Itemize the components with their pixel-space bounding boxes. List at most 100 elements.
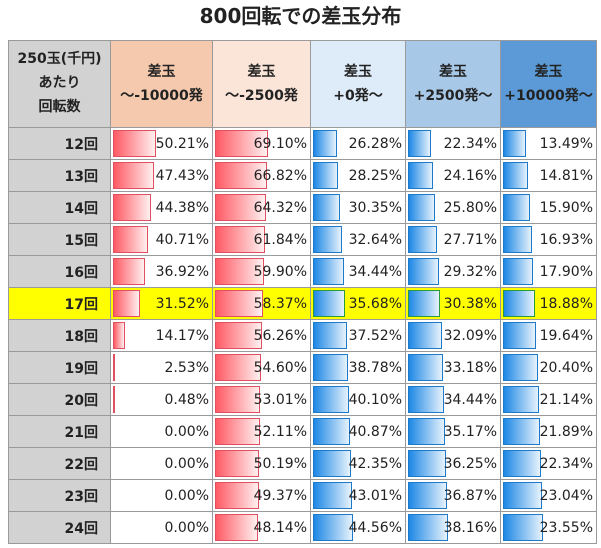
value-cell: 26.28%: [310, 127, 406, 160]
column-header-line2: ～-10000発: [120, 88, 203, 104]
value-text: 40.71%: [155, 231, 209, 248]
value-cell: 16.93%: [500, 223, 597, 256]
value-text: 27.71%: [443, 231, 497, 248]
row-label: 13回: [8, 159, 111, 192]
data-bar: [408, 354, 443, 381]
value-text: 21.89%: [539, 423, 593, 440]
value-cell: 0.00%: [110, 479, 213, 512]
value-text: 18.88%: [539, 295, 593, 312]
value-cell: 43.01%: [310, 479, 406, 512]
data-bar: [408, 482, 447, 509]
value-cell: 69.10%: [212, 127, 311, 160]
value-cell: 24.16%: [405, 159, 501, 192]
value-cell: 53.01%: [212, 383, 311, 416]
value-cell: 0.00%: [110, 511, 213, 544]
value-cell: 14.17%: [110, 319, 213, 352]
value-text: 24.16%: [443, 167, 497, 184]
value-cell: 61.84%: [212, 223, 311, 256]
data-bar: [503, 514, 543, 541]
data-bar: [313, 418, 350, 445]
value-text: 44.38%: [155, 199, 209, 216]
value-text: 23.04%: [539, 487, 593, 504]
data-bar: [313, 194, 341, 221]
value-cell: 52.11%: [212, 415, 311, 448]
data-bar: [503, 162, 529, 189]
column-header-line2: +10000発～: [504, 88, 593, 104]
value-text: 25.80%: [443, 199, 497, 216]
data-bar: [215, 354, 262, 381]
value-cell: 38.16%: [405, 511, 501, 544]
column-header-line1: 差玉: [247, 64, 276, 80]
value-cell: 36.25%: [405, 447, 501, 480]
table-row: 14回 44.38% 64.32% 30.35% 25.80% 15.90%: [8, 191, 597, 224]
data-bar: [313, 162, 339, 189]
value-cell: 38.78%: [310, 351, 406, 384]
value-cell: 0.00%: [110, 415, 213, 448]
row-label: 14回: [8, 191, 111, 224]
value-text: 23.55%: [539, 519, 593, 536]
value-text: 16.93%: [539, 231, 593, 248]
row-label: 15回: [8, 223, 111, 256]
value-text: 56.26%: [253, 327, 307, 344]
value-text: 42.35%: [348, 455, 402, 472]
value-text: 20.40%: [539, 359, 593, 376]
value-text: 32.64%: [348, 231, 402, 248]
value-cell: 32.09%: [405, 319, 501, 352]
table-row: 19回 2.53% 54.60% 38.78% 33.18% 20.40%: [8, 351, 597, 384]
data-bar: [503, 354, 538, 381]
value-cell: 15.90%: [500, 191, 597, 224]
value-text: 36.87%: [443, 487, 497, 504]
value-cell: 40.87%: [310, 415, 406, 448]
data-bar: [313, 226, 343, 253]
value-text: 69.10%: [253, 135, 307, 152]
row-label: 18回: [8, 319, 111, 352]
data-bar: [215, 290, 263, 317]
data-bar: [408, 162, 434, 189]
column-header-line1: 差玉: [439, 64, 467, 80]
value-text: 22.34%: [443, 135, 497, 152]
value-text: 28.25%: [348, 167, 402, 184]
value-cell: 20.40%: [500, 351, 597, 384]
value-text: 0.00%: [164, 423, 209, 440]
data-bar: [408, 226, 438, 253]
row-label: 20回: [8, 383, 111, 416]
data-bar: [408, 418, 445, 445]
value-cell: 21.89%: [500, 415, 597, 448]
value-text: 0.48%: [164, 391, 209, 408]
data-bar: [113, 226, 148, 253]
value-text: 22.34%: [539, 455, 593, 472]
page-title: 800回転での差玉分布: [199, 4, 402, 28]
data-bar: [503, 290, 536, 317]
value-text: 36.92%: [155, 263, 209, 280]
row-header-line: 回転数: [38, 99, 81, 115]
value-text: 35.68%: [348, 295, 402, 312]
value-text: 2.53%: [164, 359, 209, 376]
value-cell: 58.37%: [212, 287, 311, 320]
data-bar: [313, 450, 352, 477]
value-cell: 64.32%: [212, 191, 311, 224]
data-bar: [313, 482, 352, 509]
data-bar: [215, 386, 261, 413]
value-text: 40.87%: [348, 423, 402, 440]
value-text: 0.00%: [164, 519, 209, 536]
value-cell: 2.53%: [110, 351, 213, 384]
data-bar: [313, 258, 344, 285]
data-bar: [215, 482, 259, 509]
value-cell: 36.87%: [405, 479, 501, 512]
value-cell: 44.38%: [110, 191, 213, 224]
value-cell: 59.90%: [212, 255, 311, 288]
value-cell: 17.90%: [500, 255, 597, 288]
header-row: 250玉(千円) あたり 回転数 差玉 ～-10000発 差玉 ～-2500発 差玉…: [8, 40, 597, 128]
data-bar: [215, 194, 266, 221]
data-bar: [113, 354, 116, 381]
value-cell: 0.48%: [110, 383, 213, 416]
value-text: 15.90%: [539, 199, 593, 216]
data-bar: [215, 322, 262, 349]
value-text: 13.49%: [539, 135, 593, 152]
column-header: 差玉 ～-2500発: [212, 40, 311, 128]
value-text: 31.52%: [155, 295, 209, 312]
value-text: 54.60%: [253, 359, 307, 376]
value-text: 36.25%: [443, 455, 497, 472]
value-text: 50.19%: [253, 455, 307, 472]
value-cell: 54.60%: [212, 351, 311, 384]
